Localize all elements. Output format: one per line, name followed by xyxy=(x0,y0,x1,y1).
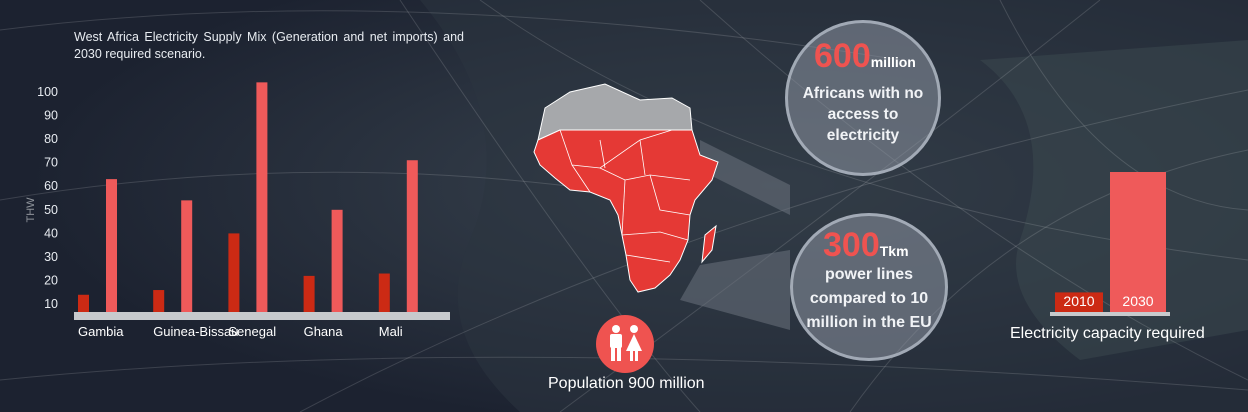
bar-gambia-1 xyxy=(78,294,89,312)
bar-mali-2 xyxy=(406,160,418,312)
capacity-label: Electricity capacity required xyxy=(1010,325,1205,342)
bar-senegal-1 xyxy=(228,233,240,312)
y-tick-label: 90 xyxy=(44,108,58,122)
people-icon xyxy=(596,315,654,373)
y-tick-label: 20 xyxy=(44,274,58,288)
chart-title: West Africa Electricity Supply Mix (Gene… xyxy=(74,30,464,61)
y-tick-label: 100 xyxy=(37,85,58,99)
y-tick-label: 10 xyxy=(44,297,58,311)
power-lines-text: power lines compared to 10 million in th… xyxy=(806,266,932,331)
power-lines-unit: Tkm xyxy=(879,243,909,259)
capacity-year-label: 2010 xyxy=(1063,293,1094,309)
supply-mix-bar-chart: THW 10 20 30 40 50 60 70 80 90 100 Gambia Guinea-Bis… xyxy=(25,82,450,339)
y-tick-label: 60 xyxy=(44,179,58,193)
x-tick-label: Gambia xyxy=(78,324,124,339)
capacity-baseline xyxy=(1050,312,1170,316)
power-lines-stat-circle: 300Tkm power lines compared to 10 millio… xyxy=(790,213,948,361)
bar-ghana-1 xyxy=(303,275,315,312)
y-tick-label: 80 xyxy=(44,132,58,146)
africans-text: Africans with no access to electricity xyxy=(802,85,924,144)
y-tick-label: 40 xyxy=(44,226,58,240)
x-tick-label: Senegal xyxy=(228,324,276,339)
africa-map xyxy=(533,83,790,330)
capacity-bar-2010 xyxy=(1055,292,1103,312)
africans-number: 600 xyxy=(814,37,871,75)
africans-stat-circle: 600million Africans with no access to el… xyxy=(785,20,941,176)
bar-guinea-bissau-2 xyxy=(181,200,193,312)
y-tick-label: 70 xyxy=(44,156,58,170)
y-tick-label: 30 xyxy=(44,250,58,264)
capacity-year-label: 2030 xyxy=(1122,293,1153,309)
bar-ghana-2 xyxy=(331,209,343,312)
capacity-bar-2030 xyxy=(1110,172,1166,312)
bar-mali-1 xyxy=(378,273,390,312)
x-tick-label: Mali xyxy=(379,324,403,339)
africans-unit: million xyxy=(870,54,916,70)
bar-guinea-bissau-1 xyxy=(153,290,165,312)
x-tick-label: Guinea-Bissau xyxy=(153,324,238,339)
y-axis-label: THW xyxy=(25,197,37,223)
power-lines-number: 300 xyxy=(823,226,880,264)
bar-gambia-2 xyxy=(106,179,117,312)
capacity-bar-chart: 2010 2030 xyxy=(1050,172,1170,316)
population-label: Population 900 million xyxy=(548,375,705,392)
y-tick-label: 50 xyxy=(44,203,58,217)
x-tick-label: Ghana xyxy=(304,324,344,339)
x-axis-band xyxy=(74,312,450,320)
bar-senegal-2 xyxy=(256,82,268,312)
